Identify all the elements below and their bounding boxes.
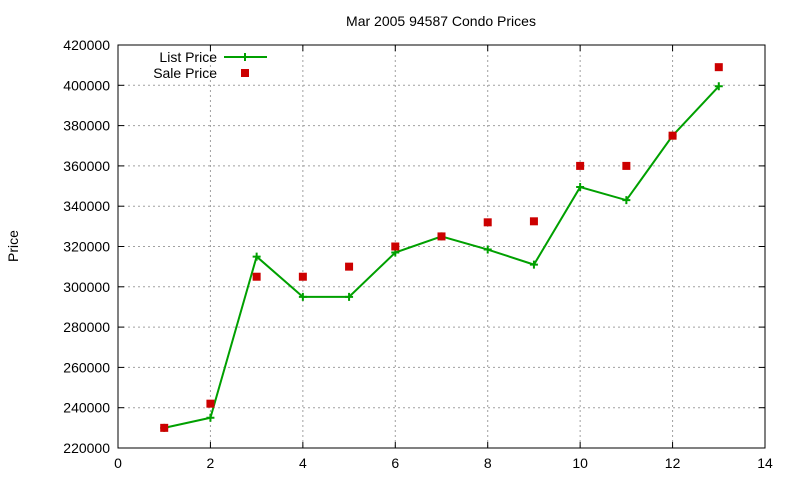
data-point <box>437 232 446 241</box>
chart-title: Mar 2005 94587 Condo Prices <box>346 13 536 29</box>
y-tick-label: 340000 <box>63 198 110 214</box>
y-tick-label: 280000 <box>63 319 110 335</box>
y-tick-label: 400000 <box>63 77 110 93</box>
data-point <box>576 183 585 192</box>
legend-label: List Price <box>159 49 217 65</box>
data-point <box>345 262 354 271</box>
data-point <box>483 218 492 227</box>
data-point <box>298 272 307 281</box>
data-point <box>576 161 585 170</box>
data-point <box>622 196 631 205</box>
y-tick-label: 380000 <box>63 118 110 134</box>
data-point <box>529 217 538 226</box>
series-sale-price <box>160 63 723 432</box>
data-point <box>483 245 492 254</box>
legend-label: Sale Price <box>153 65 217 81</box>
y-tick-label: 260000 <box>63 359 110 375</box>
data-point <box>206 399 215 408</box>
x-tick-label: 4 <box>299 455 307 471</box>
plot-frame <box>117 44 766 449</box>
y-tick-label: 420000 <box>63 37 110 53</box>
data-point <box>714 82 723 91</box>
data-point <box>252 252 261 261</box>
data-point <box>298 292 307 301</box>
x-tick-label: 14 <box>757 455 773 471</box>
y-tick-label: 360000 <box>63 158 110 174</box>
x-tick-label: 0 <box>114 455 122 471</box>
data-point <box>714 63 723 72</box>
x-tick-label: 12 <box>665 455 681 471</box>
data-point <box>622 161 631 170</box>
x-tick-label: 6 <box>391 455 399 471</box>
series-line <box>164 85 720 429</box>
data-point <box>252 272 261 281</box>
data-point <box>206 413 215 422</box>
grid <box>118 45 765 448</box>
x-tick-label: 8 <box>484 455 492 471</box>
data-point <box>160 423 169 432</box>
x-tick-label: 2 <box>207 455 215 471</box>
axis-tick-labels: 0 2 4 6 8 10 12 14 220000 240000 260000 280000 30000… <box>63 37 773 471</box>
data-point <box>668 131 677 140</box>
y-tick-label: 300000 <box>63 279 110 295</box>
y-tick-label: 240000 <box>63 400 110 416</box>
axis-ticks <box>117 44 766 449</box>
series-layer <box>160 63 723 432</box>
data-point <box>529 260 538 269</box>
legend-swatch-marker <box>241 53 249 61</box>
y-tick-label: 220000 <box>63 440 110 456</box>
data-point <box>391 242 400 251</box>
y-tick-label: 320000 <box>63 239 110 255</box>
data-point <box>345 292 354 301</box>
y-axis-label: Price <box>5 230 21 262</box>
x-tick-label: 10 <box>572 455 588 471</box>
series-list-price <box>160 82 723 432</box>
legend-swatch-marker <box>241 69 249 77</box>
